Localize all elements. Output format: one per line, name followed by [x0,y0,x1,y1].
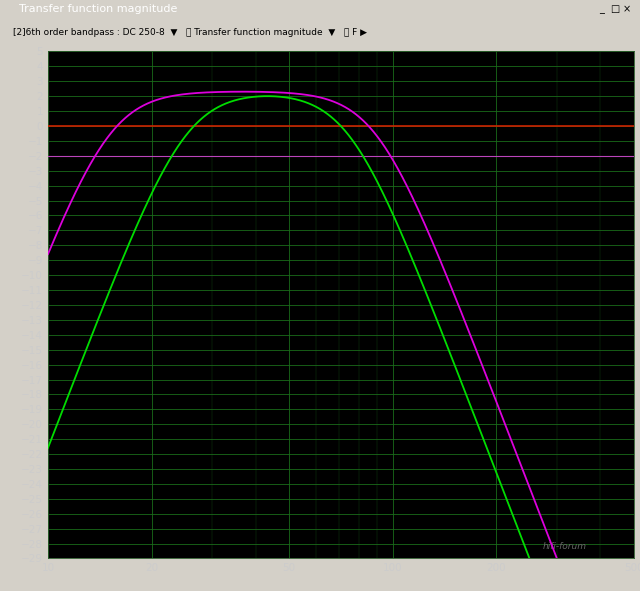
Text: _: _ [599,5,604,14]
Text: hifi-forum: hifi-forum [543,542,587,551]
Text: ×: × [623,5,631,14]
Text: [2]6th order bandpass : DC 250-8  ▼   🎵 Transfer function magnitude  ▼   🖨 F ▶: [2]6th order bandpass : DC 250-8 ▼ 🎵 Tra… [13,28,367,37]
Text: □: □ [610,5,619,14]
Text: Transfer function magnitude: Transfer function magnitude [19,5,177,14]
